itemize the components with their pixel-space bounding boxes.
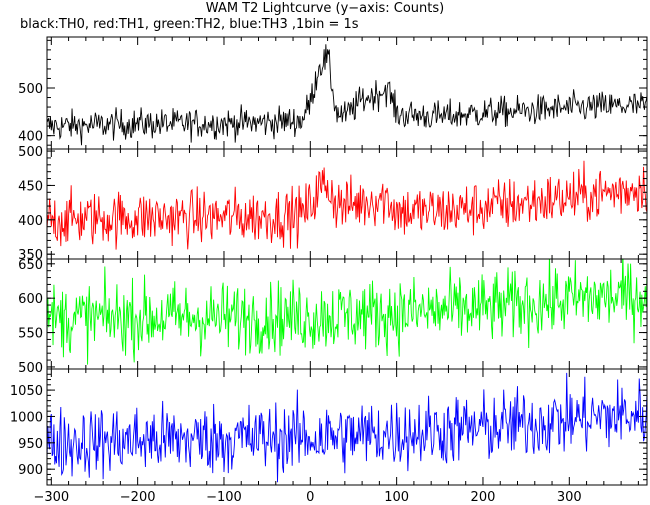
y-tick-label: 600 [18,292,43,307]
y-tick-label: 500 [18,82,43,97]
x-tick-label: 200 [471,490,496,505]
x-tick-label: 0 [306,490,314,505]
y-tick-label: 350 [18,248,43,263]
y-tick-label: 1050 [10,384,43,399]
series-line-th3 [47,372,647,483]
y-tick-label: 500 [18,361,43,376]
panel-frame [46,148,648,260]
x-tick-label: −300 [33,490,69,505]
y-tick-label: 900 [18,463,43,478]
panel-th1: 350 400 450 500 [18,145,648,263]
y-tick-label: 1000 [10,410,43,425]
panel-frame [46,36,648,150]
panel-th3: 900 950 1000 1050 [10,368,648,486]
chart-subtitle: black:TH0, red:TH1, green:TH2, blue:TH3 … [20,17,359,32]
series-line-th0 [47,44,647,146]
panel-th0: 400 500 [18,36,648,150]
y-tick-label: 500 [18,145,43,160]
y-tick-label: 400 [18,130,43,145]
y-tick-label: 550 [18,327,43,342]
series-line-th1 [47,160,647,250]
y-tick-label: 650 [18,258,43,273]
panel-th2: 500 550 600 650 [18,258,648,376]
x-tick-label: −200 [120,490,156,505]
y-tick-label: 400 [18,214,43,229]
y-tick-label: 450 [18,179,43,194]
y-tick-label: 950 [18,437,43,452]
series-line-th2 [47,259,647,365]
x-tick-label: 100 [384,490,409,505]
x-tick-label: −100 [206,490,242,505]
chart-title: WAM T2 Lightcurve (y−axis: Counts) [205,1,445,16]
x-tick-label: 300 [557,490,582,505]
